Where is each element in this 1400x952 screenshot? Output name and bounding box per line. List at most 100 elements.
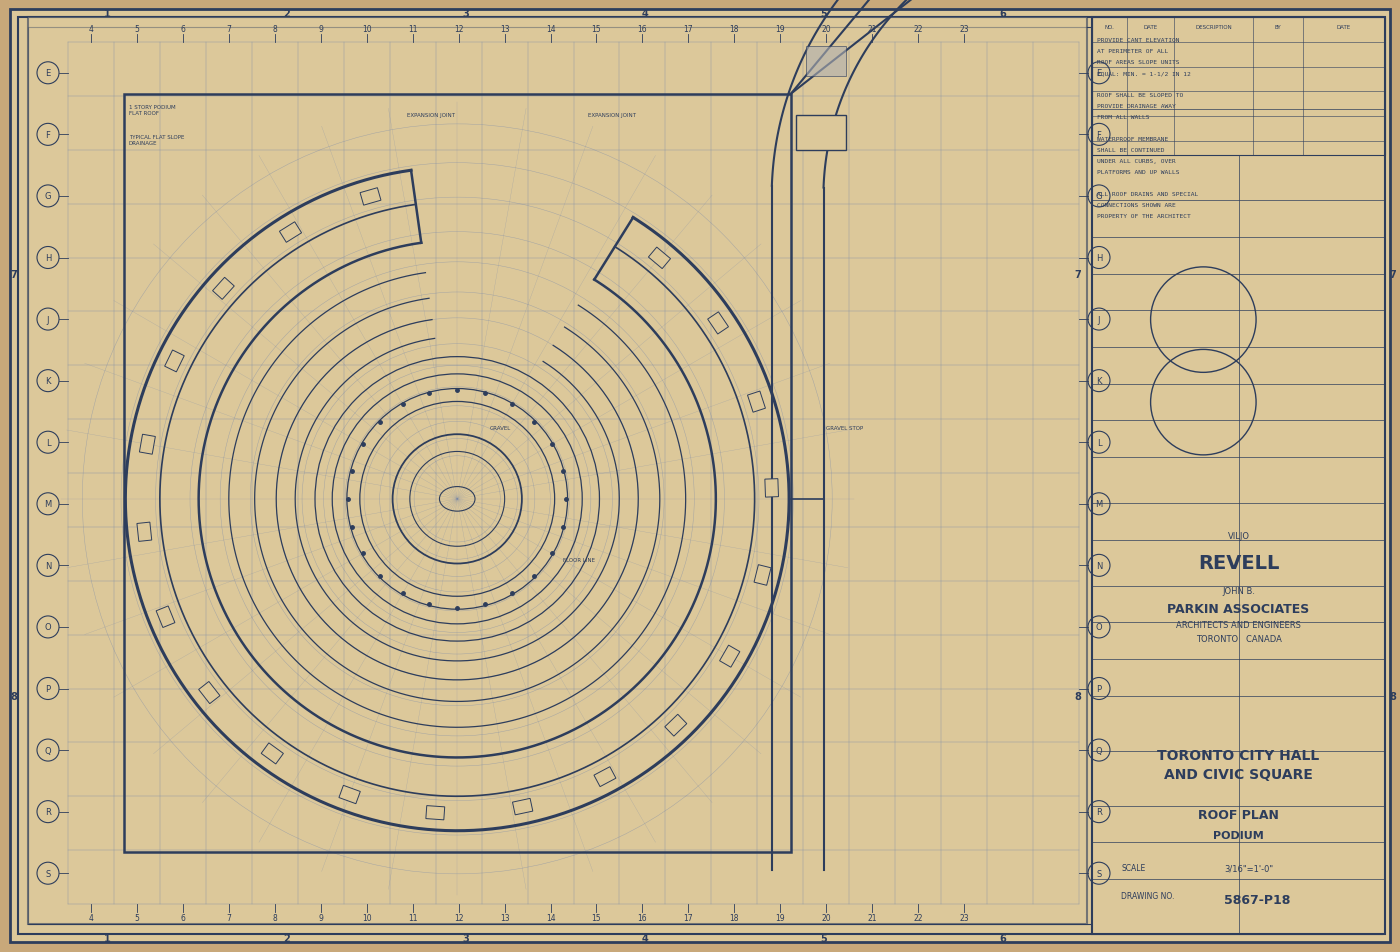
Text: O: O	[45, 623, 52, 632]
Text: 4: 4	[88, 914, 94, 922]
Text: 9: 9	[318, 914, 323, 922]
Text: 12: 12	[454, 25, 463, 33]
Text: TORONTO CITY HALL: TORONTO CITY HALL	[1158, 748, 1320, 763]
Text: SHALL BE CONTINUED: SHALL BE CONTINUED	[1098, 148, 1165, 153]
Text: N: N	[45, 562, 52, 570]
Text: 15: 15	[592, 25, 601, 33]
Text: 7: 7	[227, 25, 231, 33]
Text: DATE: DATE	[1144, 25, 1158, 30]
Text: 16: 16	[637, 914, 647, 922]
Polygon shape	[755, 565, 771, 585]
Polygon shape	[199, 682, 220, 704]
Text: L: L	[46, 438, 50, 447]
Text: PLATFORMS AND UP WALLS: PLATFORMS AND UP WALLS	[1098, 169, 1179, 175]
Text: 11: 11	[407, 25, 417, 33]
Text: GRAVEL STOP: GRAVEL STOP	[826, 426, 864, 431]
Text: M: M	[1095, 500, 1103, 508]
Text: 23: 23	[959, 914, 969, 922]
Text: 4: 4	[88, 25, 94, 33]
Text: 3: 3	[462, 9, 469, 19]
Text: 15: 15	[592, 914, 601, 922]
Text: 19: 19	[776, 914, 785, 922]
Text: N: N	[1096, 562, 1102, 570]
Polygon shape	[262, 744, 283, 764]
Text: 18: 18	[729, 25, 739, 33]
Text: G: G	[45, 192, 52, 201]
Text: O: O	[1096, 623, 1102, 632]
Text: REVELL: REVELL	[1198, 553, 1280, 572]
Text: JOHN B.: JOHN B.	[1222, 586, 1254, 595]
Text: 5: 5	[820, 9, 827, 19]
Polygon shape	[280, 223, 301, 243]
Text: 6: 6	[181, 914, 185, 922]
Text: 11: 11	[407, 914, 417, 922]
Polygon shape	[720, 645, 739, 667]
Text: 22: 22	[913, 25, 923, 33]
Text: R: R	[45, 807, 50, 816]
Polygon shape	[360, 188, 381, 206]
Text: DESCRIPTION: DESCRIPTION	[1196, 25, 1232, 30]
Text: 8: 8	[1390, 691, 1396, 701]
Text: ALL ROOF DRAINS AND SPECIAL: ALL ROOF DRAINS AND SPECIAL	[1098, 191, 1198, 197]
Text: 8: 8	[11, 691, 17, 701]
Text: 19: 19	[776, 25, 785, 33]
Bar	[123, 94, 791, 852]
Text: F: F	[46, 130, 50, 140]
Text: 7: 7	[11, 269, 17, 280]
Text: 17: 17	[683, 25, 693, 33]
Text: J: J	[46, 315, 49, 325]
Text: H: H	[45, 254, 52, 263]
Text: SCALE: SCALE	[1121, 863, 1145, 873]
Text: 4: 4	[641, 933, 648, 943]
Text: R: R	[1096, 807, 1102, 816]
Text: S: S	[1096, 869, 1102, 878]
Text: DATE: DATE	[1337, 25, 1351, 30]
Text: AND CIVIC SQUARE: AND CIVIC SQUARE	[1163, 766, 1313, 781]
Polygon shape	[665, 715, 687, 736]
Text: FROM ALL WALLS: FROM ALL WALLS	[1098, 115, 1149, 120]
Bar	[28, 18, 1086, 924]
Text: PROPERTY OF THE ARCHITECT: PROPERTY OF THE ARCHITECT	[1098, 214, 1191, 219]
Text: 9: 9	[318, 25, 323, 33]
Polygon shape	[748, 391, 766, 413]
Text: P: P	[45, 684, 50, 693]
Text: ROOF SHALL BE SLOPED TO: ROOF SHALL BE SLOPED TO	[1098, 93, 1183, 98]
Text: 2: 2	[283, 9, 290, 19]
Text: VILJO: VILJO	[1228, 531, 1249, 540]
Text: UNDER ALL CURBS, OVER: UNDER ALL CURBS, OVER	[1098, 159, 1176, 164]
Polygon shape	[140, 435, 155, 455]
Text: 8: 8	[273, 25, 277, 33]
Text: 17: 17	[683, 914, 693, 922]
Text: S: S	[45, 869, 50, 878]
Text: TYPICAL FLAT SLOPE
DRAINAGE: TYPICAL FLAT SLOPE DRAINAGE	[129, 134, 183, 146]
Text: 6: 6	[1000, 9, 1005, 19]
Text: 1: 1	[104, 9, 111, 19]
Text: FLOOR LINE: FLOOR LINE	[563, 558, 595, 563]
Polygon shape	[594, 767, 616, 786]
Text: Q: Q	[1096, 745, 1102, 755]
Polygon shape	[707, 312, 728, 335]
Text: E: E	[1096, 69, 1102, 78]
Text: 7: 7	[1075, 269, 1081, 280]
Text: DRAWING NO.: DRAWING NO.	[1121, 891, 1175, 900]
Text: 8: 8	[1075, 691, 1081, 701]
Polygon shape	[157, 606, 175, 627]
Text: WATERPROOF MEMBRANE: WATERPROOF MEMBRANE	[1098, 137, 1168, 142]
Text: 14: 14	[546, 914, 556, 922]
Text: 6: 6	[1000, 933, 1005, 943]
Text: K: K	[1096, 377, 1102, 386]
Text: J: J	[1098, 315, 1100, 325]
Text: 13: 13	[500, 914, 510, 922]
Text: ARCHITECTS AND ENGINEERS: ARCHITECTS AND ENGINEERS	[1176, 620, 1301, 629]
Polygon shape	[137, 523, 151, 542]
Text: 10: 10	[361, 25, 371, 33]
Text: EXPANSION JOINT: EXPANSION JOINT	[407, 112, 455, 118]
Text: 13: 13	[500, 25, 510, 33]
Bar	[797, 116, 847, 150]
Text: 23: 23	[959, 25, 969, 33]
Bar	[806, 48, 847, 77]
Text: K: K	[45, 377, 50, 386]
Text: Q: Q	[45, 745, 52, 755]
Polygon shape	[764, 479, 778, 498]
Text: ROOF AREAS SLOPE UNITS: ROOF AREAS SLOPE UNITS	[1098, 60, 1179, 65]
